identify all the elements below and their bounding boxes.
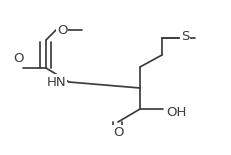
Text: O: O	[13, 51, 23, 64]
Text: OH: OH	[166, 106, 186, 120]
Text: O: O	[113, 126, 123, 140]
Text: HN: HN	[46, 75, 66, 89]
Text: O: O	[57, 24, 67, 36]
Text: S: S	[181, 29, 189, 42]
